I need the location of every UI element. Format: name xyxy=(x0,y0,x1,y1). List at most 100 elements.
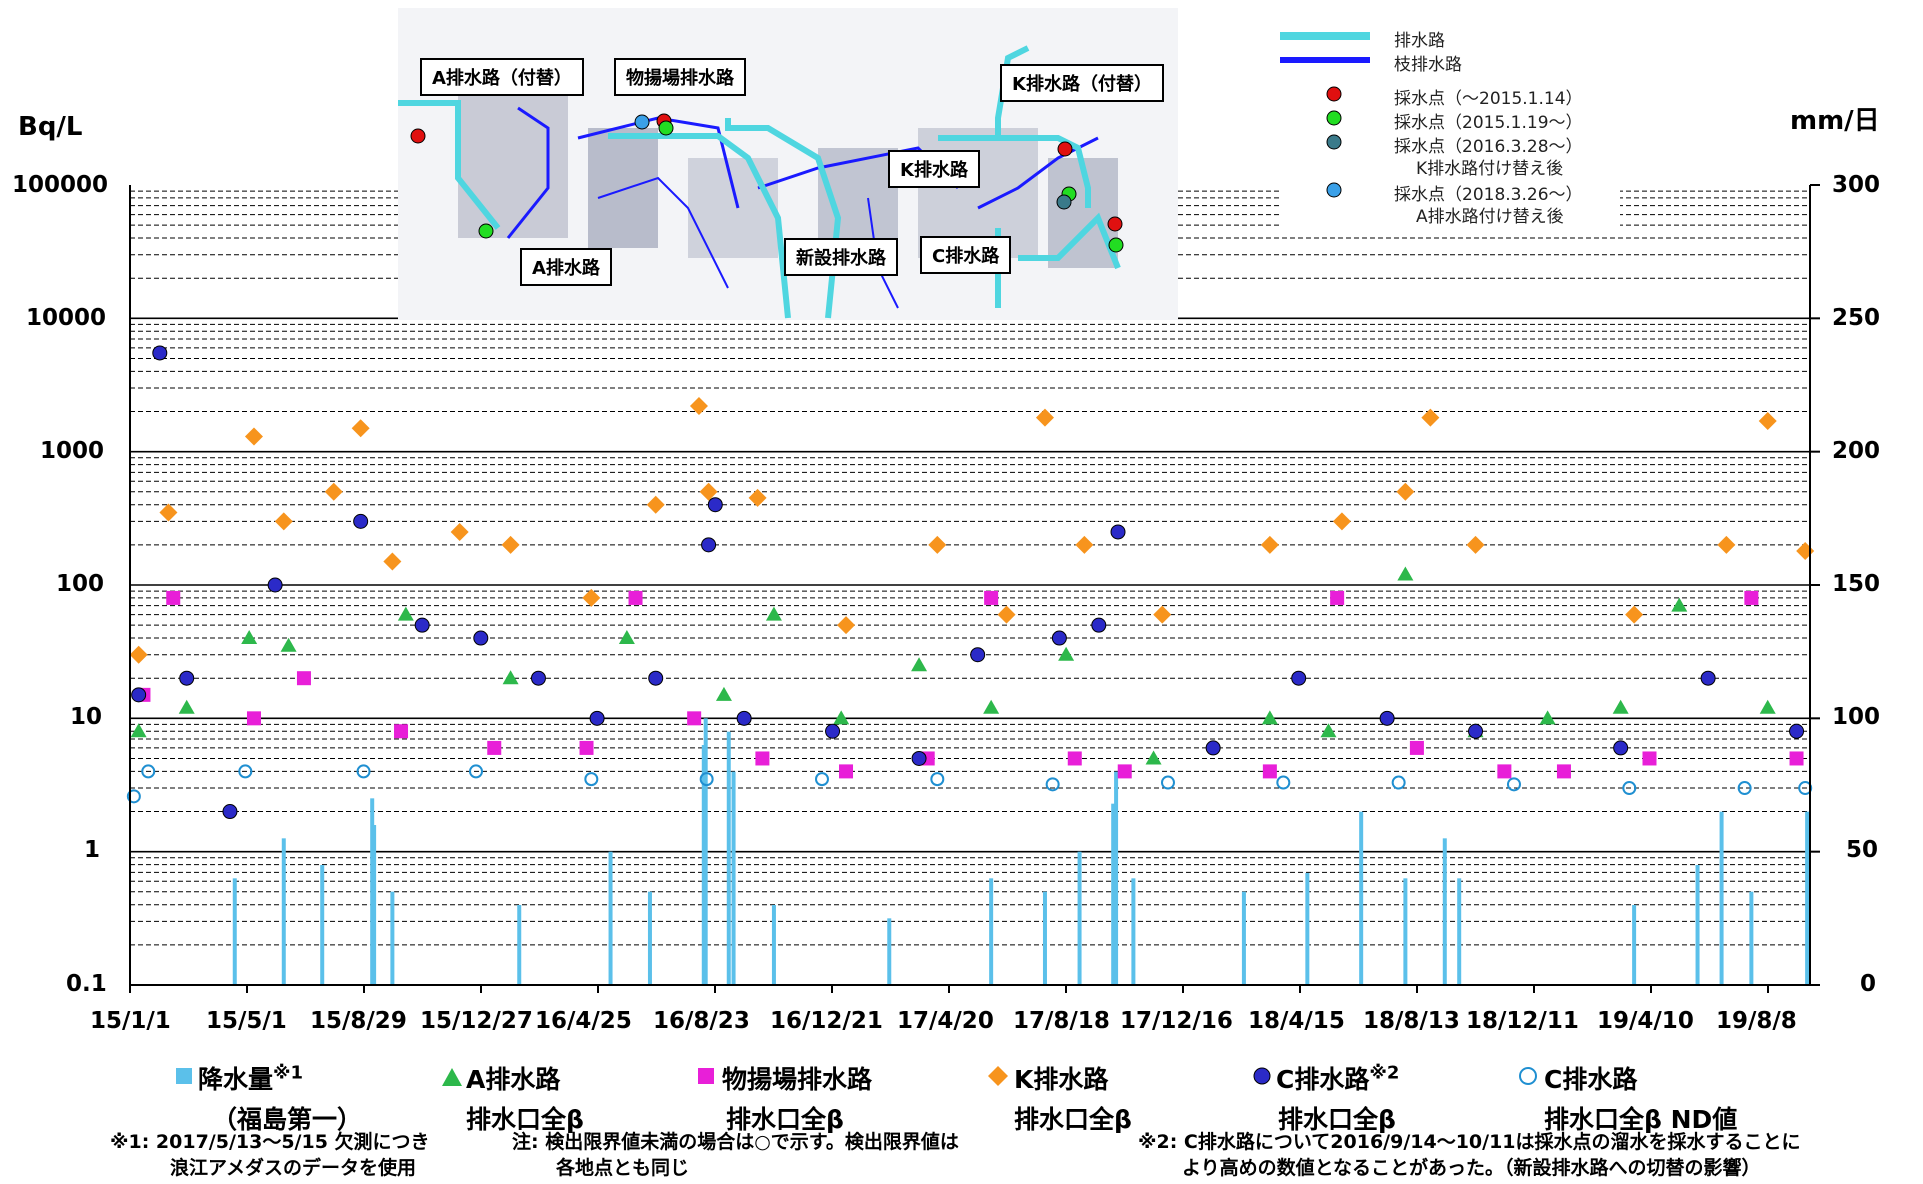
point-k xyxy=(1153,605,1172,624)
point-a xyxy=(833,710,850,725)
precip-bar xyxy=(647,891,652,985)
point-buyo xyxy=(1744,590,1759,605)
point-k xyxy=(646,495,665,514)
map-label-k-alt: K排水路（付替） xyxy=(1000,64,1164,102)
point-buyo xyxy=(1262,764,1277,779)
precip-bar xyxy=(1749,891,1754,985)
x-tick-label: 18/12/11 xyxy=(1466,1008,1579,1034)
map-label-new: 新設排水路 xyxy=(784,238,898,276)
point-c-nd xyxy=(814,772,829,787)
map-legend-main: 排水路 xyxy=(1394,31,1445,51)
map-legend-p4a: 採水点（2018.3.26～） xyxy=(1394,185,1583,205)
map-legend-branch: 枝排水路 xyxy=(1394,55,1462,75)
legend-b: 物揚場排水路 xyxy=(722,1065,873,1094)
point-buyo xyxy=(628,590,643,605)
data-points xyxy=(126,345,1815,820)
point-k xyxy=(997,605,1016,624)
point-c xyxy=(1110,524,1126,540)
point-k xyxy=(1625,605,1644,624)
point-buyo xyxy=(1556,764,1571,779)
point-c xyxy=(1700,670,1716,686)
point-a xyxy=(397,606,414,621)
point-k xyxy=(159,503,178,522)
point-c-nd xyxy=(1160,775,1175,790)
point-a xyxy=(1612,699,1629,714)
precip-bar xyxy=(989,878,994,985)
note-2-line-2: 各地点とも同じ xyxy=(556,1157,690,1179)
point-c xyxy=(152,345,168,361)
legend-precip-sub: （福島第一） xyxy=(212,1105,363,1134)
point-c xyxy=(1291,670,1307,686)
y-tick-label: 1000 xyxy=(40,438,105,464)
left-axis-unit: Bq/L xyxy=(18,112,83,142)
point-buyo xyxy=(755,751,770,766)
y-tick-label: 1 xyxy=(84,837,101,863)
point-c xyxy=(131,687,147,703)
point-k xyxy=(129,645,148,664)
point-c-nd xyxy=(356,764,371,779)
precip-bar xyxy=(1077,851,1082,985)
plot-frame xyxy=(129,184,1820,986)
precip-bar xyxy=(1695,865,1700,985)
x-tick-label: 19/4/10 xyxy=(1597,1008,1694,1034)
point-buyo xyxy=(246,711,261,726)
precip-bar xyxy=(1805,811,1810,985)
point-k xyxy=(1075,535,1094,554)
precipitation-bars xyxy=(232,718,1810,985)
y-tick-label: 100 xyxy=(56,571,105,597)
y2-tick-label: 100 xyxy=(1832,704,1881,730)
point-a xyxy=(1671,597,1688,612)
x-tick-label: 17/4/20 xyxy=(897,1008,994,1034)
point-c xyxy=(736,710,752,726)
point-k xyxy=(928,535,947,554)
point-buyo xyxy=(296,671,311,686)
precip-bar xyxy=(1457,878,1462,985)
legend-a: A排水路 xyxy=(466,1065,561,1094)
point-k xyxy=(1396,482,1415,501)
point-c xyxy=(1613,740,1629,756)
point-buyo xyxy=(1117,764,1132,779)
point-buyo xyxy=(1409,740,1424,755)
point-k xyxy=(1717,535,1736,554)
map-legend-p4b: A排水路付け替え後 xyxy=(1416,207,1564,227)
point-c-nd xyxy=(930,772,945,787)
precip-bar xyxy=(771,905,776,985)
y2-tick-label: 0 xyxy=(1860,971,1877,997)
point-buyo xyxy=(839,764,854,779)
precip-bar xyxy=(390,891,395,985)
y-tick-label: 0.1 xyxy=(66,971,107,997)
x-tick-label: 18/4/15 xyxy=(1248,1008,1345,1034)
precip-bar xyxy=(1241,891,1246,985)
legend-cnd-marker xyxy=(1519,1067,1537,1085)
map-legend xyxy=(1280,14,1620,228)
point-buyo xyxy=(1642,751,1657,766)
point-k xyxy=(748,488,767,507)
x-tick-label: 15/8/29 xyxy=(310,1008,407,1034)
point-c xyxy=(530,670,546,686)
point-k xyxy=(501,535,520,554)
point-a xyxy=(1397,566,1414,581)
y2-tick-label: 50 xyxy=(1846,837,1879,863)
point-buyo xyxy=(1789,751,1804,766)
precip-bar xyxy=(726,731,731,985)
point-a xyxy=(130,723,147,738)
point-c-nd xyxy=(1737,781,1752,796)
precip-bar xyxy=(1305,873,1310,985)
point-k xyxy=(837,616,856,635)
point-buyo xyxy=(1067,751,1082,766)
point-c xyxy=(1468,723,1484,739)
map-legend-p3b: K排水路付け替え後 xyxy=(1416,159,1564,179)
legend-a-marker xyxy=(442,1068,462,1086)
point-c-nd xyxy=(468,764,483,779)
precip-bar xyxy=(281,838,286,985)
point-k xyxy=(244,427,263,446)
x-tick-label: 15/1/1 xyxy=(90,1008,171,1034)
legend-b-marker xyxy=(698,1068,714,1084)
precip-bar xyxy=(320,865,325,985)
point-a xyxy=(280,637,297,652)
map-legend-swatches xyxy=(1280,32,1370,198)
point-a xyxy=(1261,710,1278,725)
point-a xyxy=(618,630,635,645)
map-label-c: C排水路 xyxy=(920,236,1012,274)
